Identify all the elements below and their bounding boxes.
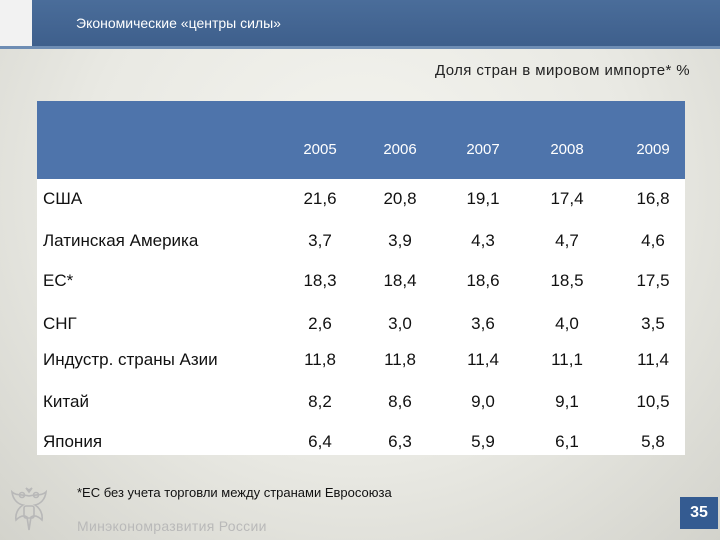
footnote: *ЕС без учета торговли между странами Ев… — [77, 485, 392, 500]
table-cell: 3,0 — [388, 314, 412, 333]
table-cell: 6,1 — [555, 432, 579, 451]
header-divider — [0, 46, 720, 49]
table-cell: 11,8 — [304, 350, 336, 369]
row-label: СНГ — [43, 314, 77, 333]
table-cell: 17,4 — [550, 189, 584, 208]
table-cell: 4,6 — [641, 231, 665, 250]
row-label: Индустр. страны Азии — [43, 350, 218, 369]
table-cell: 19,1 — [466, 189, 500, 208]
table-cell: 4,7 — [555, 231, 579, 250]
table-cell: 3,9 — [388, 231, 412, 250]
table-cell: 11,4 — [467, 350, 499, 369]
table-cell: 18,5 — [550, 271, 584, 290]
table-cell: 11,1 — [551, 350, 583, 369]
table-cell: 5,9 — [471, 432, 495, 451]
table-cell: 3,5 — [641, 314, 665, 333]
table-cell: 18,4 — [383, 271, 417, 290]
table-cell: 18,6 — [466, 271, 500, 290]
table-cell: 18,3 — [303, 271, 337, 290]
table-cell: 9,0 — [471, 392, 495, 411]
table-cell: 16,8 — [636, 189, 670, 208]
table-cell: 4,3 — [471, 231, 495, 250]
table-cell: 10,5 — [636, 392, 670, 411]
table-subtitle: Доля стран в мировом импорте* % — [435, 62, 690, 79]
table-cell: 2,6 — [308, 314, 332, 333]
table-cell: 6,4 — [308, 432, 332, 451]
table-cell: 17,5 — [636, 271, 670, 290]
table-cell: 20,8 — [383, 189, 417, 208]
table-cell: 21,6 — [303, 189, 337, 208]
row-label: США — [43, 189, 83, 208]
row-label: Япония — [43, 432, 103, 451]
coat-of-arms-icon — [10, 487, 48, 531]
table-cell: 5,8 — [641, 432, 665, 451]
table-cell: 8,2 — [308, 392, 332, 411]
table-cell: 6,3 — [388, 432, 412, 451]
year-header: 2005 — [303, 141, 337, 158]
table-cell: 8,6 — [388, 392, 412, 411]
year-header: 2007 — [466, 141, 500, 158]
table-cell: 3,7 — [308, 231, 332, 250]
import-share-table: 2005 2006 2007 2008 2009 США 21,6 20,8 1… — [37, 101, 685, 455]
table-cell: 3,6 — [471, 314, 495, 333]
table-cell: 9,1 — [555, 392, 579, 411]
page-number-badge: 35 — [680, 497, 718, 529]
table-cell: 11,8 — [384, 350, 416, 369]
header-accent — [0, 0, 32, 46]
header-bar: Экономические «центры силы» — [0, 0, 720, 46]
table-cell: 4,0 — [555, 314, 579, 333]
year-header: 2008 — [550, 141, 584, 158]
ministry-name: Минэкономразвития России — [77, 518, 267, 534]
row-label: ЕС* — [43, 271, 74, 290]
row-label: Латинская Америка — [43, 231, 199, 250]
year-header: 2009 — [636, 141, 670, 158]
year-header: 2006 — [383, 141, 417, 158]
slide-title: Экономические «центры силы» — [76, 15, 281, 31]
table-header-row: 2005 2006 2007 2008 2009 — [37, 101, 685, 179]
row-label: Китай — [43, 392, 89, 411]
table-cell: 11,4 — [637, 350, 669, 369]
